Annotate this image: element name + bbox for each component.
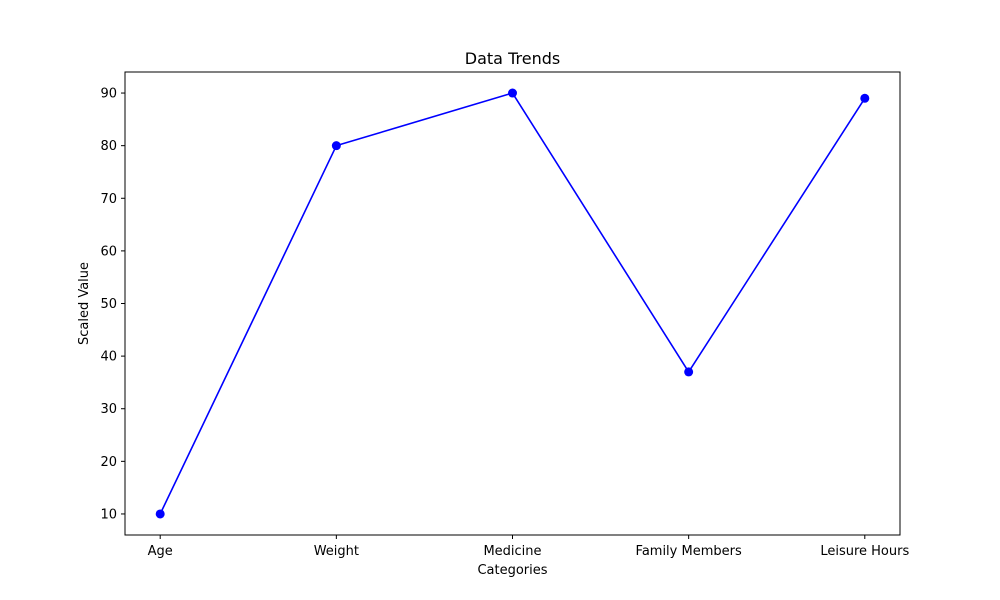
plot-frame (124, 71, 901, 536)
y-tick-label: 40 (100, 350, 117, 365)
y-tick-label: 70 (100, 192, 117, 207)
x-tick-label: Age (148, 544, 173, 559)
data-point (155, 509, 165, 519)
y-tick-label: 30 (100, 402, 117, 417)
x-tick-label: Leisure Hours (820, 544, 909, 559)
x-axis-ticks: Age Weight Medicine Family Members Leisure H… (148, 535, 909, 559)
x-axis-label: Categories (477, 563, 547, 578)
data-point (860, 93, 870, 103)
x-tick-label: Weight (314, 544, 359, 559)
y-tick-label: 10 (100, 507, 117, 522)
y-tick-label: 60 (100, 244, 117, 259)
x-tick-label: Medicine (483, 544, 541, 559)
data-point (508, 88, 517, 98)
series-layer (155, 88, 870, 519)
y-tick-label: 90 (100, 87, 117, 102)
chart-title: Data Trends (465, 49, 560, 68)
data-point (331, 141, 341, 151)
data-point (684, 367, 694, 377)
y-axis-label: Scaled Value (77, 262, 92, 345)
x-tick-label: Family Members (636, 544, 742, 559)
y-tick-label: 20 (100, 455, 117, 470)
y-tick-label: 80 (100, 139, 117, 154)
y-axis-ticks: 10 20 30 40 50 60 70 80 90 (100, 87, 125, 522)
y-tick-label: 50 (100, 297, 117, 312)
